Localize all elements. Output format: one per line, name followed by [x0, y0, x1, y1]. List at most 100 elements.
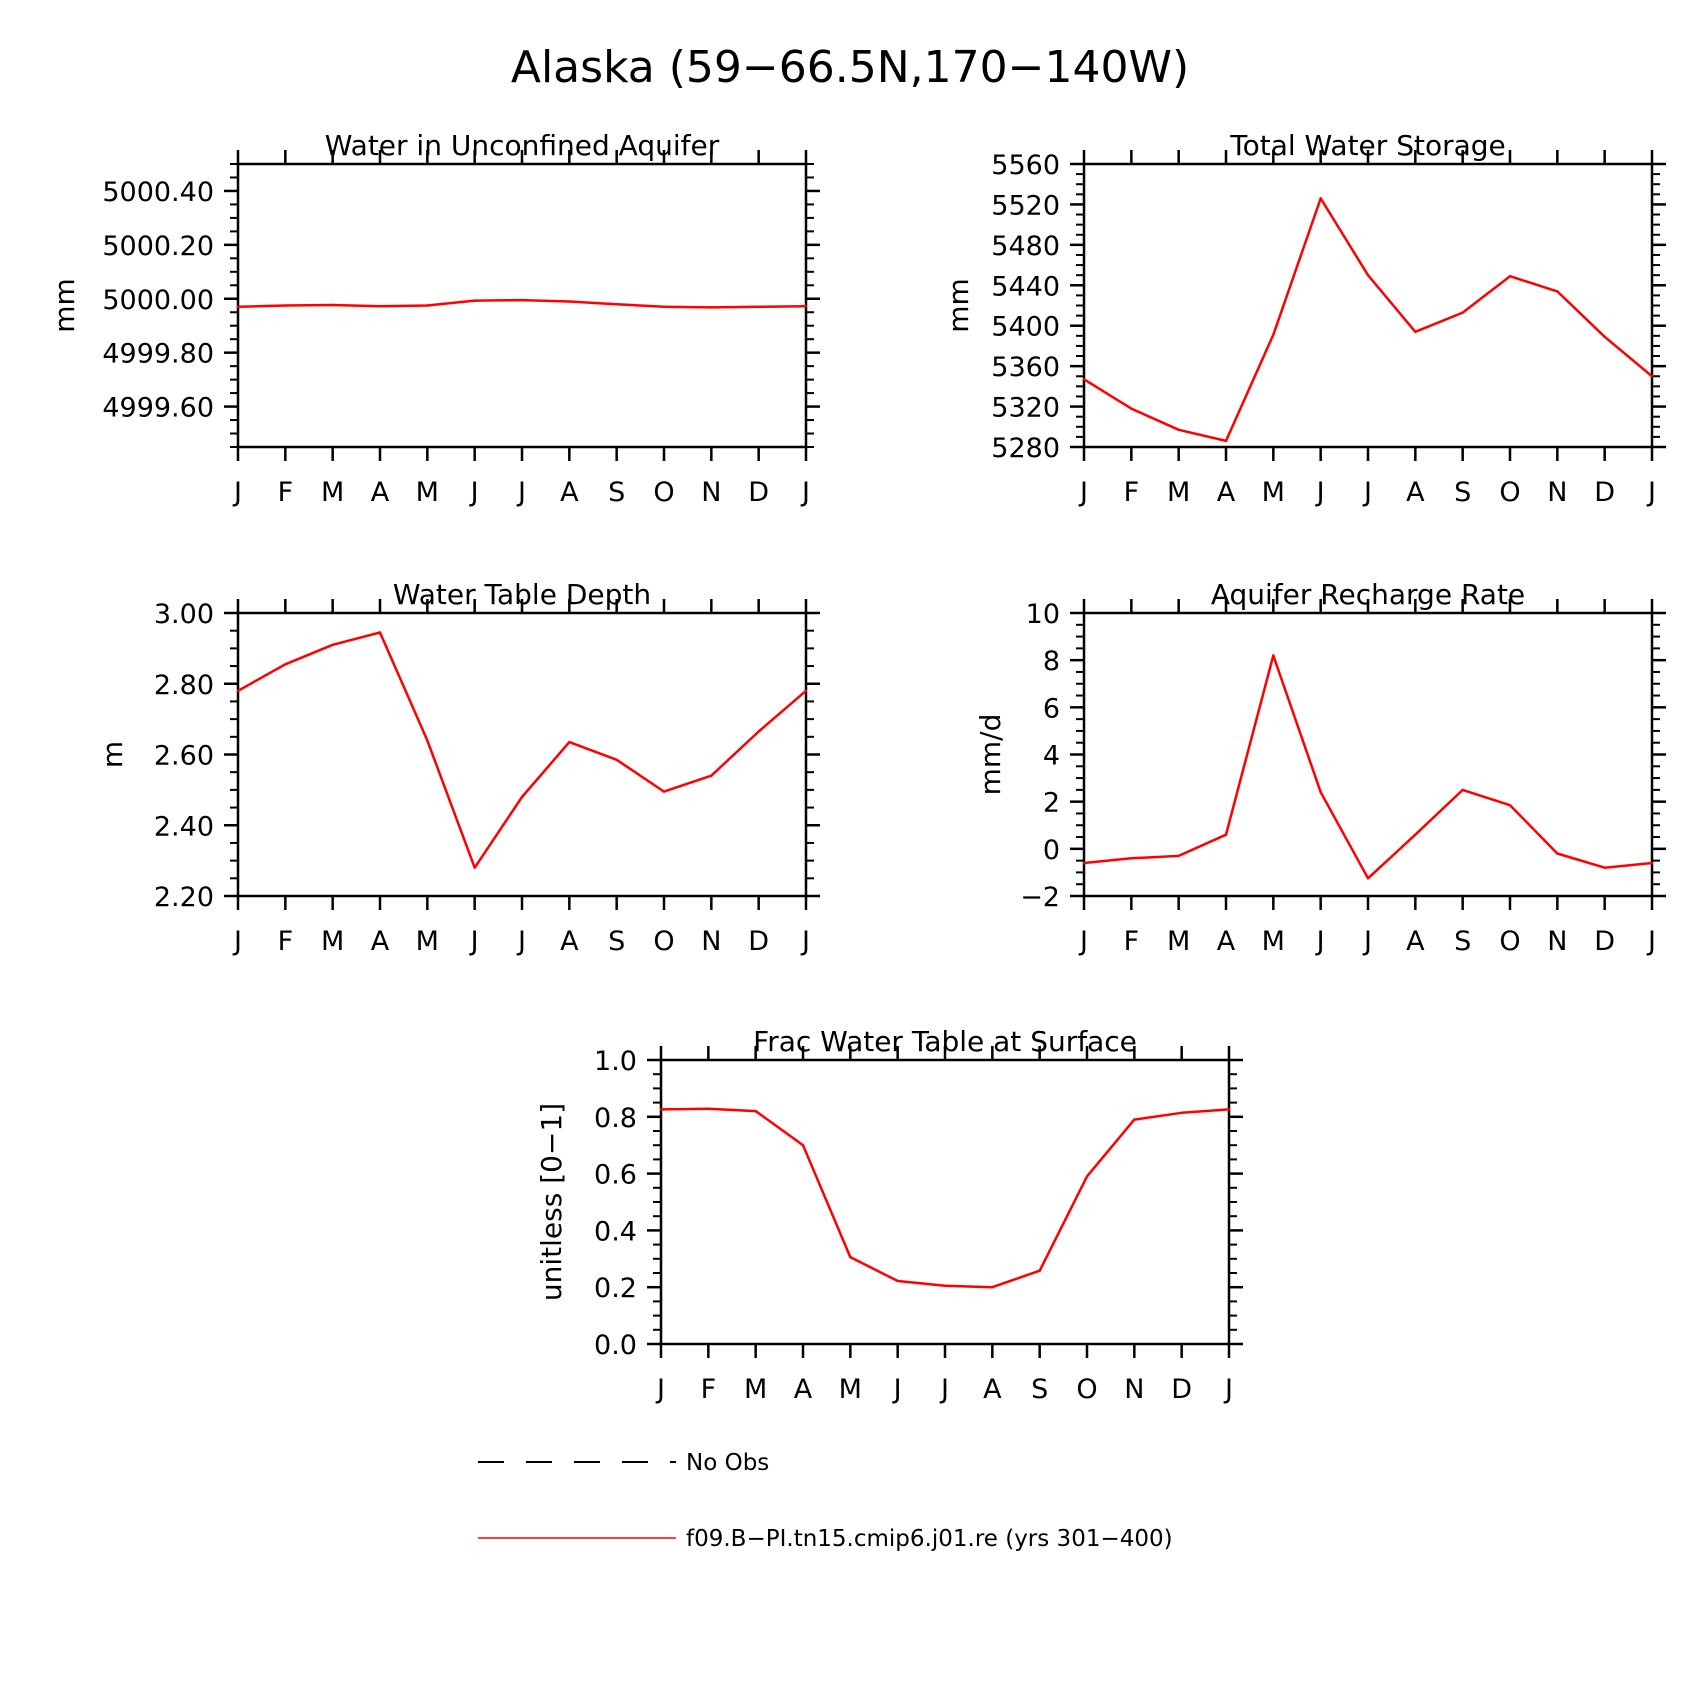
x-tick-label: O	[653, 926, 674, 957]
y-tick-label: 5280	[991, 433, 1060, 464]
data-point	[804, 689, 808, 693]
data-point	[1085, 1175, 1089, 1178]
x-tick-label: A	[1406, 477, 1425, 508]
y-tick-label: 2.40	[154, 811, 214, 842]
x-tick-label: J	[516, 926, 526, 957]
x-tick-label: J	[469, 477, 479, 508]
y-tick-label: 5480	[991, 231, 1060, 262]
data-point	[659, 1108, 663, 1111]
x-tick-label: O	[1499, 926, 1520, 957]
y-tick-label: 5320	[991, 393, 1060, 424]
x-tick-label: N	[1547, 477, 1567, 508]
data-point	[1461, 788, 1464, 792]
data-point	[473, 299, 476, 302]
data-point	[1082, 861, 1086, 865]
series-line	[237, 631, 807, 869]
x-tick-label: J	[1362, 926, 1372, 957]
series-line	[660, 1107, 1230, 1289]
data-point	[1272, 333, 1275, 337]
x-tick-label: A	[560, 926, 579, 957]
x-tick-label: J	[1078, 926, 1088, 957]
x-tick-label: J	[1646, 477, 1656, 508]
y-tick-label: 3.00	[154, 599, 214, 630]
x-tick-label: J	[800, 926, 810, 957]
y-tick-label: 6	[1043, 693, 1060, 724]
data-point	[520, 298, 524, 302]
data-point	[1227, 1108, 1231, 1111]
data-point	[520, 795, 524, 799]
series-line	[1083, 197, 1653, 443]
data-point	[991, 1286, 994, 1289]
x-tick-label: D	[748, 926, 769, 957]
data-point	[1366, 273, 1370, 277]
x-tick-label: D	[1171, 1374, 1192, 1405]
x-tick-label: S	[1454, 477, 1471, 508]
x-tick-label: S	[1031, 1374, 1048, 1405]
data-point	[331, 643, 334, 647]
x-tick-label: M	[1167, 477, 1190, 508]
data-point	[1177, 428, 1180, 432]
y-axis-label: mm	[942, 278, 975, 333]
x-tick-label: F	[1124, 926, 1140, 957]
y-tick-label: 4	[1043, 741, 1060, 772]
plot-frame	[236, 611, 808, 898]
data-point	[1650, 861, 1654, 865]
data-point	[1038, 1269, 1041, 1272]
x-tick-label: J	[232, 926, 242, 957]
data-point	[1319, 197, 1322, 200]
plot-frame	[1082, 162, 1654, 449]
data-point	[754, 1109, 757, 1113]
data-point	[1272, 654, 1275, 657]
data-point	[1603, 866, 1606, 869]
x-tick-label: J	[892, 1374, 902, 1405]
y-tick-label: 2.20	[154, 882, 214, 913]
x-tick-label: M	[416, 926, 439, 957]
x-tick-label: A	[1217, 477, 1236, 508]
y-tick-label: 5360	[991, 352, 1060, 383]
data-point	[710, 306, 713, 309]
x-tick-label: M	[1167, 926, 1190, 957]
x-tick-label: A	[560, 477, 579, 508]
y-tick-label: 5560	[991, 150, 1060, 181]
y-tick-label: 0.6	[594, 1160, 637, 1191]
data-point	[615, 758, 618, 762]
data-point	[1414, 330, 1417, 333]
x-tick-label: M	[321, 926, 344, 957]
data-point	[849, 1255, 852, 1259]
y-tick-label: −2	[1020, 882, 1060, 913]
x-tick-label: A	[1217, 926, 1236, 957]
x-tick-label: J	[655, 1374, 665, 1405]
x-tick-label: D	[1594, 477, 1615, 508]
legend: No Obs f09.B−PI.tn15.cmip6.j01.re (yrs 30…	[478, 1450, 1173, 1552]
data-point	[426, 304, 429, 307]
data-point	[378, 631, 382, 634]
x-tick-label: J	[1078, 477, 1088, 508]
data-point	[1461, 311, 1464, 314]
y-tick-label: 5000.40	[102, 177, 214, 208]
data-point	[473, 866, 476, 869]
data-point	[1082, 378, 1086, 381]
legend-item-2: f09.B−PI.tn15.cmip6.j01.re (yrs 301−400)	[478, 1526, 1173, 1552]
legend-item-1: No Obs	[478, 1450, 769, 1476]
x-tick-label: J	[516, 477, 526, 508]
x-tick-label: J	[232, 477, 242, 508]
data-point	[331, 303, 334, 307]
data-point	[943, 1284, 947, 1287]
data-point	[801, 1144, 805, 1147]
figure-title: Alaska (59−66.5N,170−140W)	[511, 42, 1189, 93]
data-point	[236, 305, 240, 309]
x-tick-label: O	[1499, 477, 1520, 508]
x-tick-label: D	[1594, 926, 1615, 957]
x-tick-label: F	[278, 477, 294, 508]
data-point	[1556, 290, 1559, 293]
plot-frame	[1082, 611, 1654, 898]
x-tick-label: F	[701, 1374, 717, 1405]
x-tick-label: J	[1223, 1374, 1233, 1405]
data-point	[1556, 852, 1559, 855]
